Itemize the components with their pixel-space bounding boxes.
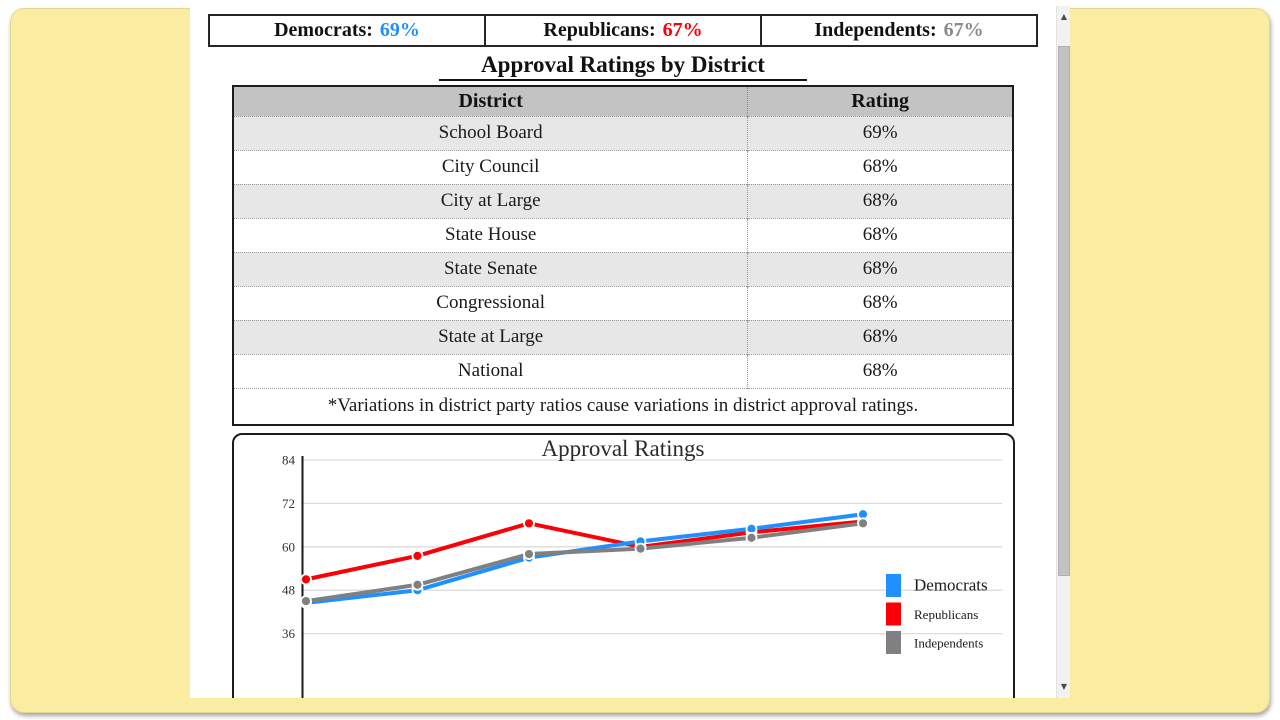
table-footnote-row: *Variations in district party ratios cau… [233, 387, 1013, 426]
y-tick-label: 36 [282, 627, 296, 642]
rating-cell: 68% [747, 319, 1013, 354]
rating-cell: 68% [747, 149, 1013, 184]
district-cell: School Board [233, 115, 749, 150]
table-row: State at Large 68% [233, 319, 1013, 354]
rating-cell: 69% [747, 115, 1013, 150]
table-row: City at Large 68% [233, 183, 1013, 218]
table-row: State House 68% [233, 217, 1013, 252]
stat-independents-value: 67% [943, 19, 984, 41]
y-tick-label: 72 [282, 496, 295, 511]
chart-point-independents [299, 595, 312, 608]
district-cell: State at Large [233, 319, 749, 354]
legend-swatch-independents [885, 631, 901, 655]
scroll-down-icon[interactable]: ▼ [1060, 681, 1068, 691]
chart-point-republicans [411, 550, 423, 563]
stat-independents-label: Independents: [814, 19, 937, 41]
table-row: City Council 68% [233, 149, 1013, 184]
legend-swatch-democrats [885, 574, 901, 598]
district-cell: State House [233, 217, 749, 252]
district-cell: National [233, 353, 749, 388]
stat-democrats-value: 69% [379, 19, 420, 41]
table-row: State Senate 68% [233, 251, 1013, 286]
scrollable-content: Democrats: 69% Republicans: 67% Independ… [190, 6, 1056, 698]
scrollbar-thumb[interactable] [1058, 46, 1070, 576]
approval-ratings-chart-box: 84 72 60 48 36 Democrats Republicans Independen… [231, 433, 1015, 698]
district-cell: City at Large [233, 183, 749, 218]
column-header-district: District [233, 86, 749, 116]
chart-point-republicans [299, 573, 312, 586]
rating-cell: 68% [747, 353, 1013, 388]
legend-label-democrats: Democrats [914, 576, 988, 595]
rating-cell: 68% [747, 217, 1013, 252]
stat-republicans-value: 67% [662, 19, 703, 41]
chart-line-republicans [303, 519, 865, 582]
stat-democrats-label: Democrats: [274, 19, 373, 41]
legend-label-independents: Independents [914, 636, 983, 651]
scroll-up-icon[interactable]: ▲ [1060, 11, 1068, 21]
table-footnote: *Variations in district party ratios cau… [233, 387, 1013, 426]
content-panel: Democrats: 69% Republicans: 67% Independ… [190, 6, 1070, 698]
chart-point-independents [522, 548, 535, 561]
approval-ratings-table: District Rating School Board 69% City Coun… [232, 85, 1014, 427]
table-row: National 68% [233, 353, 1013, 388]
legend-label-republicans: Republicans [914, 607, 978, 622]
stat-democrats: Democrats: 69% [210, 16, 486, 45]
approval-chart: 84 72 60 48 36 Democrats Republicans Independen… [282, 453, 1002, 698]
stat-republicans: Republicans: 67% [486, 16, 762, 45]
party-stats-bar: Democrats: 69% Republicans: 67% Independ… [208, 14, 1038, 47]
page-title: Approval Ratings by District [439, 52, 807, 81]
chart-point-republicans [522, 517, 535, 530]
chart-title: Approval Ratings [541, 436, 705, 462]
district-cell: State Senate [233, 251, 749, 286]
y-tick-label: 48 [282, 583, 295, 598]
column-header-rating: Rating [747, 86, 1013, 116]
rating-cell: 68% [747, 285, 1013, 320]
chart-point-independents [411, 579, 423, 592]
stat-republicans-label: Republicans: [543, 19, 656, 41]
rating-cell: 68% [747, 183, 1013, 218]
chart-point-independents [745, 532, 757, 545]
y-tick-label: 60 [282, 540, 295, 555]
chart-line-independents [303, 521, 865, 604]
legend-swatch-republicans [885, 602, 901, 626]
table-header-row: District Rating [233, 86, 1013, 116]
y-tick-label: 84 [282, 453, 296, 468]
vertical-scrollbar[interactable]: ▲ ▼ [1056, 6, 1070, 698]
district-cell: City Council [233, 149, 749, 184]
chart-point-independents [634, 543, 646, 555]
district-cell: Congressional [233, 285, 749, 320]
table-row: School Board 69% [233, 115, 1013, 150]
rating-cell: 68% [747, 251, 1013, 286]
table-row: Congressional 68% [233, 285, 1013, 320]
stat-independents: Independents: 67% [762, 16, 1036, 45]
chart-point-independents [856, 517, 869, 530]
